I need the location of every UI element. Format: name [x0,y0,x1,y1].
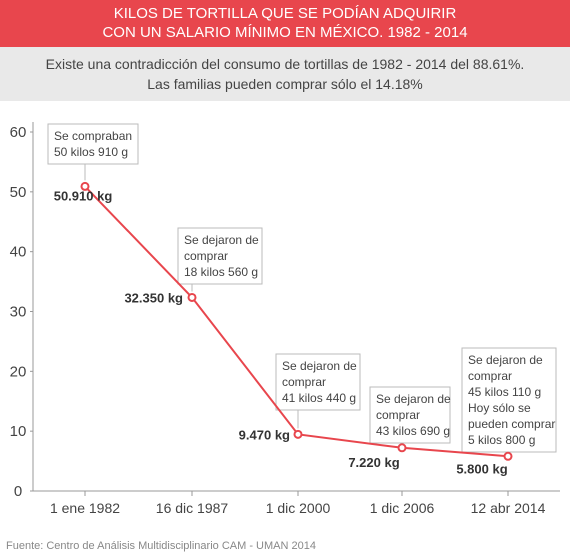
value-label: 5.800 kg [456,461,507,476]
value-label: 7.220 kg [348,455,399,470]
callout-text: Se dejaron de [282,359,357,373]
callout-box [461,347,557,453]
subtitle-line: Existe una contradicción del consumo de … [45,56,525,72]
value-label: 9.470 kg [239,427,290,442]
point [397,443,407,453]
y-tick-label: 10 [10,423,27,440]
y-tick-label: 20 [10,363,27,380]
point [503,451,513,461]
y-tick-label: 30 [10,304,27,321]
point [293,429,303,439]
y-tick-label: 40 [10,244,27,261]
y-tick-label: 50 [10,184,27,201]
callout-text: comprar [282,375,326,389]
callout-text: 45 kilos 110 g [468,385,541,399]
callout-text: Se dejaron de [376,392,451,406]
callout-box [47,123,139,165]
callout-text: Se dejaron de [184,233,259,247]
point [80,181,90,191]
x-tick-label: 12 abr 2014 [471,500,546,516]
value-label: 32.350 kg [124,290,183,305]
callout-text: 18 kilos 560 g [184,265,258,279]
callout-text: 50 kilos 910 g [54,145,128,159]
y-tick-label: 0 [14,483,22,500]
callout-text: comprar [468,369,512,383]
callout-text: Se compraban [54,129,132,143]
callout-text: Hoy sólo se [468,401,531,415]
callout-text: Se dejaron de [468,353,543,367]
title-line: KILOS DE TORTILLA QUE SE PODÍAN ADQUIRIR [113,5,457,22]
callout-text: 5 kilos 800 g [468,433,535,447]
callout-text: comprar [376,408,420,422]
title-line: CON UN SALARIO MÍNIMO EN MÉXICO. 1982 - … [102,24,468,41]
callout-text: comprar [184,249,228,263]
subtitle-line: Las familias pueden comprar sólo el 14.1… [147,76,423,92]
callout-box [275,353,361,411]
x-tick-label: 1 ene 1982 [50,500,120,516]
value-label: 50.910 kg [54,188,113,203]
y-tick-label: 60 [10,124,27,141]
callout-text: 43 kilos 690 g [376,424,450,438]
title-band: KILOS DE TORTILLA QUE SE PODÍAN ADQUIRIR… [0,0,570,47]
callout-text: 41 kilos 440 g [282,391,356,405]
subtitle-band: Existe una contradicción del consumo de … [0,47,570,101]
callout-text: pueden comprar [468,417,555,431]
callout-box [369,386,451,444]
x-tick-label: 1 dic 2000 [266,500,331,516]
callout-box [177,227,263,285]
source: Fuente: Centro de Análisis Multidiscipli… [6,540,316,552]
x-tick-label: 16 dic 1987 [156,500,229,516]
point [187,292,197,302]
x-tick-label: 1 dic 2006 [370,500,435,516]
